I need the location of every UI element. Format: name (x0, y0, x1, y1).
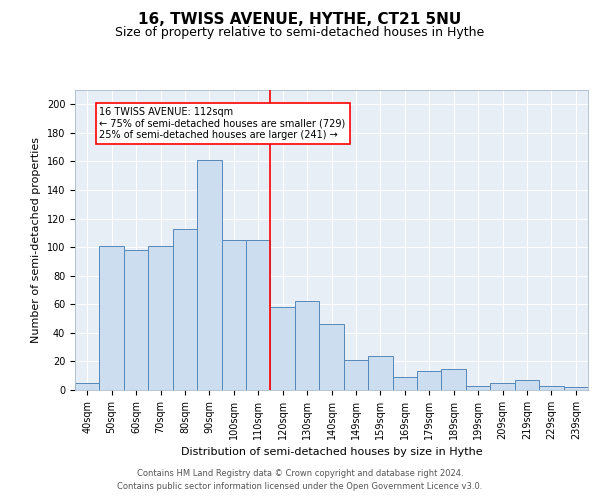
Bar (392, 377, 417, 390)
Bar (466, 386, 490, 390)
Bar (515, 380, 539, 390)
Text: Size of property relative to semi-detached houses in Hythe: Size of property relative to semi-detach… (115, 26, 485, 39)
Bar (148, 246, 173, 390)
Bar (490, 383, 515, 390)
Bar (417, 372, 442, 390)
Bar (442, 368, 466, 390)
Bar (539, 386, 563, 390)
Bar (295, 302, 319, 390)
Bar (319, 324, 344, 390)
Text: 16, TWISS AVENUE, HYTHE, CT21 5NU: 16, TWISS AVENUE, HYTHE, CT21 5NU (139, 12, 461, 28)
Text: Contains public sector information licensed under the Open Government Licence v3: Contains public sector information licen… (118, 482, 482, 491)
Bar (173, 228, 197, 390)
Bar (100, 246, 124, 390)
Bar (124, 250, 148, 390)
Bar (368, 356, 392, 390)
Bar (246, 240, 271, 390)
Bar (197, 160, 221, 390)
Y-axis label: Number of semi-detached properties: Number of semi-detached properties (31, 137, 41, 343)
Text: Contains HM Land Registry data © Crown copyright and database right 2024.: Contains HM Land Registry data © Crown c… (137, 468, 463, 477)
Bar (75, 383, 100, 390)
Bar (271, 307, 295, 390)
X-axis label: Distribution of semi-detached houses by size in Hythe: Distribution of semi-detached houses by … (181, 448, 482, 458)
Text: 16 TWISS AVENUE: 112sqm
← 75% of semi-detached houses are smaller (729)
25% of s: 16 TWISS AVENUE: 112sqm ← 75% of semi-de… (100, 107, 346, 140)
Bar (563, 387, 588, 390)
Bar (344, 360, 368, 390)
Bar (221, 240, 246, 390)
